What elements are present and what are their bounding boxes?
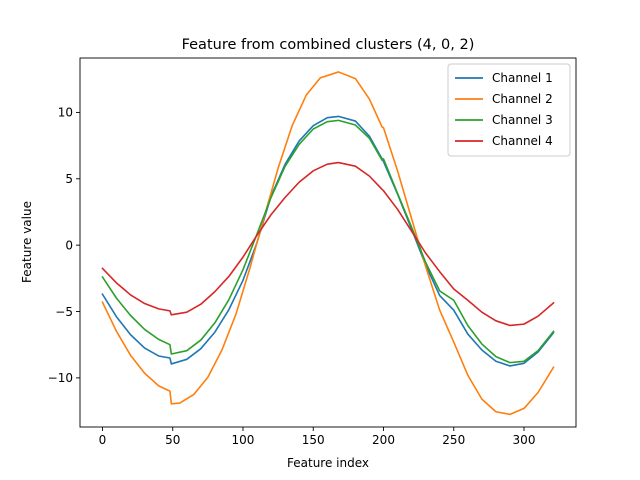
series-line-channel-4 [101,161,555,327]
y-tick-label: −5 [55,305,73,319]
axes-frame [79,57,577,428]
series-lines [101,71,555,416]
legend-box [447,63,571,157]
legend-label-channel-1: Channel 1 [492,71,553,85]
y-axis-label: Feature value [20,201,34,283]
chart-title: Feature from combined clusters (4, 0, 2) [182,37,475,53]
x-tick-label: 300 [513,433,536,447]
y-tick-label: 10 [58,106,73,120]
series-line-channel-2 [101,71,555,416]
legend: Channel 1 Channel 2 Channel 3 Channel 4 [447,63,571,157]
x-tick-label: 200 [372,433,395,447]
series-line-channel-3 [101,119,555,364]
series-line-channel-1 [101,115,555,367]
x-tick-label: 250 [442,433,465,447]
x-tick-label: 150 [302,433,325,447]
x-tick-label: 0 [99,433,107,447]
legend-label-channel-3: Channel 3 [492,113,553,127]
x-tick-label: 50 [165,433,180,447]
legend-label-channel-4: Channel 4 [492,134,553,148]
plot-area: 0 50 100 150 200 250 300 −10 −5 0 5 10 [48,57,577,447]
y-tick-label: 0 [65,238,73,252]
legend-label-channel-2: Channel 2 [492,92,553,106]
x-tick-label: 100 [232,433,255,447]
y-tick-label: 5 [65,172,73,186]
y-tick-label: −10 [48,371,73,385]
x-axis-label: Feature index [287,456,369,470]
